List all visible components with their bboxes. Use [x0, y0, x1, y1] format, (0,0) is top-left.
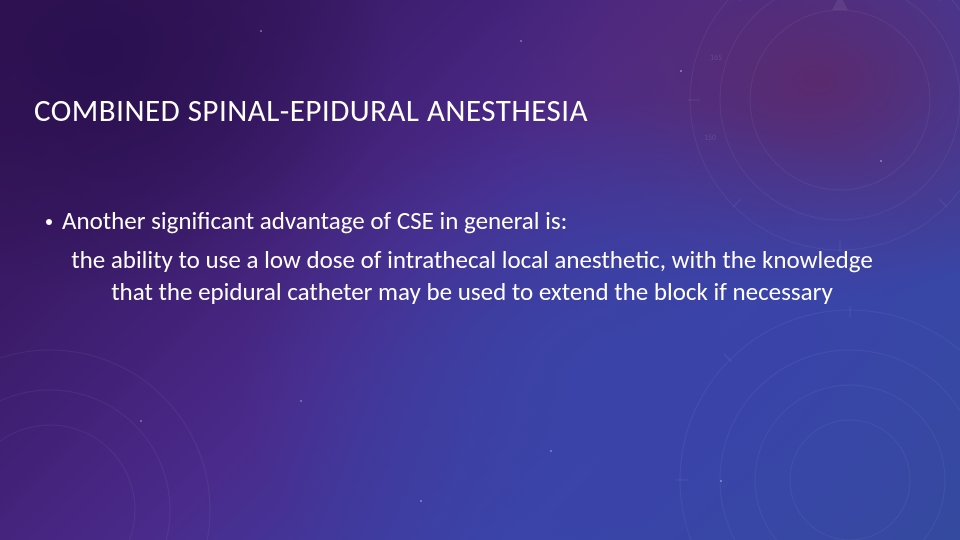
decorative-dial-bottom-left [0, 340, 220, 540]
slide: 165 150 180 [0, 0, 960, 540]
star-dot [300, 400, 302, 402]
bullet-marker [46, 219, 52, 225]
slide-body: Another significant advantage of CSE in … [44, 205, 900, 307]
star-dot [520, 40, 522, 42]
svg-text:150: 150 [704, 133, 716, 143]
star-dot [260, 30, 262, 32]
star-dot [550, 450, 552, 452]
star-dot [140, 420, 142, 422]
star-dot [880, 160, 882, 162]
bullet-detail-text: the ability to use a low dose of intrath… [68, 244, 876, 307]
star-dot [420, 500, 422, 502]
star-dot [680, 70, 682, 72]
bullet-item: Another significant advantage of CSE in … [44, 205, 900, 236]
bullet-text: Another significant advantage of CSE in … [62, 205, 567, 236]
decorative-dial-bottom-right [670, 300, 960, 540]
star-dot [720, 480, 722, 482]
svg-text:180: 180 [740, 0, 752, 3]
slide-title: COMBINED SPINAL-EPIDURAL ANESTHESIA [34, 92, 588, 130]
svg-text:165: 165 [710, 53, 722, 63]
